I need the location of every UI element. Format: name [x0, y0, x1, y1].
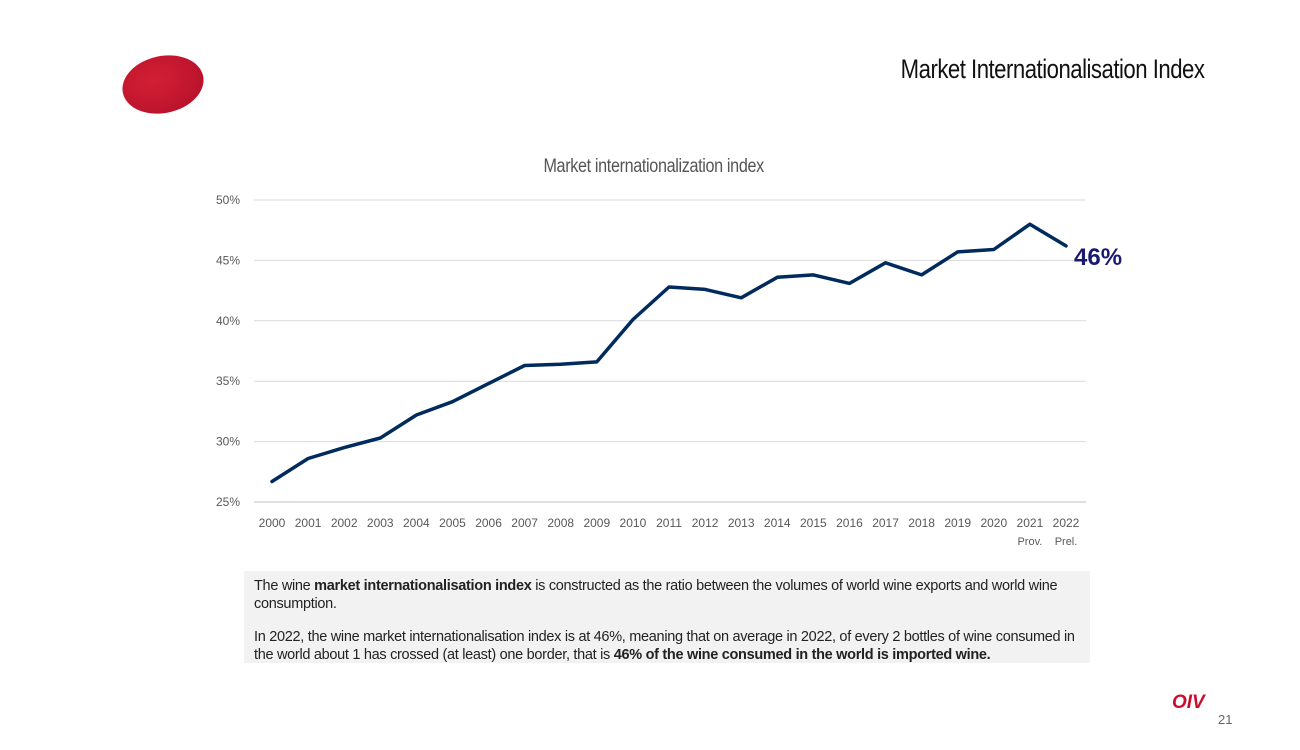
x-tick-label: 2017	[872, 516, 899, 530]
x-tick-label: 2014	[764, 516, 791, 530]
y-tick-label: 50%	[216, 193, 240, 207]
slide-title: Market Internationalisation Index	[900, 54, 1204, 84]
x-tick-label: 2000	[259, 516, 286, 530]
y-tick-label: 45%	[216, 253, 240, 267]
y-tick-label: 35%	[216, 374, 240, 388]
page-number: 21	[1218, 712, 1233, 727]
x-tick-label: 2016	[836, 516, 863, 530]
gridlines	[254, 199, 1086, 503]
x-tick-label: 2007	[511, 516, 538, 530]
explanatory-note: The wine market internationalisation ind…	[244, 571, 1090, 663]
x-tick-label: 2002	[331, 516, 358, 530]
oiv-logo: OIV	[1172, 692, 1205, 713]
x-tick-label: 2018	[908, 516, 935, 530]
x-tick-label: 2013	[728, 516, 755, 530]
x-tick-label: 2022	[1053, 516, 1080, 530]
y-tick-label: 40%	[216, 314, 240, 328]
series-line	[270, 222, 1068, 484]
note-paragraph-1: The wine market internationalisation ind…	[254, 578, 1058, 612]
x-axis-ticks: 2000 2001 2002 2003 2004 2005 2006 2007 2008 2009…	[259, 516, 1080, 548]
x-tick-label: 2010	[620, 516, 647, 530]
x-tick-label: 2003	[367, 516, 394, 530]
x-tick-label: 2008	[547, 516, 574, 530]
end-value-label: 46%	[1074, 244, 1122, 271]
y-tick-label: 25%	[216, 495, 240, 509]
x-tick-sublabel: Prel.	[1055, 536, 1078, 548]
x-tick-sublabel: Prov.	[1017, 536, 1042, 548]
note-paragraph-2: In 2022, the wine market internationalis…	[254, 629, 1075, 663]
chart-title: Market internationalization index	[543, 156, 765, 177]
x-tick-label: 2015	[800, 516, 827, 530]
x-tick-label: 2006	[475, 516, 502, 530]
x-tick-label: 2001	[295, 516, 322, 530]
x-tick-label: 2004	[403, 516, 430, 530]
y-tick-label: 30%	[216, 435, 240, 449]
x-tick-label: 2019	[944, 516, 971, 530]
x-tick-label: 2020	[980, 516, 1007, 530]
x-tick-label: 2005	[439, 516, 466, 530]
series-group	[270, 222, 1068, 484]
x-tick-label: 2012	[692, 516, 719, 530]
x-tick-label: 2009	[583, 516, 610, 530]
annotations: 46%	[1074, 244, 1122, 271]
x-tick-label: 2021	[1017, 516, 1044, 530]
x-tick-label: 2011	[656, 516, 682, 530]
y-axis-ticks: 25% 30% 35% 40% 45% 50%	[216, 193, 240, 509]
line-chart: 25%30%35%40%45%50% 2000 2001 2002 2003 2004 2…	[216, 193, 1122, 548]
